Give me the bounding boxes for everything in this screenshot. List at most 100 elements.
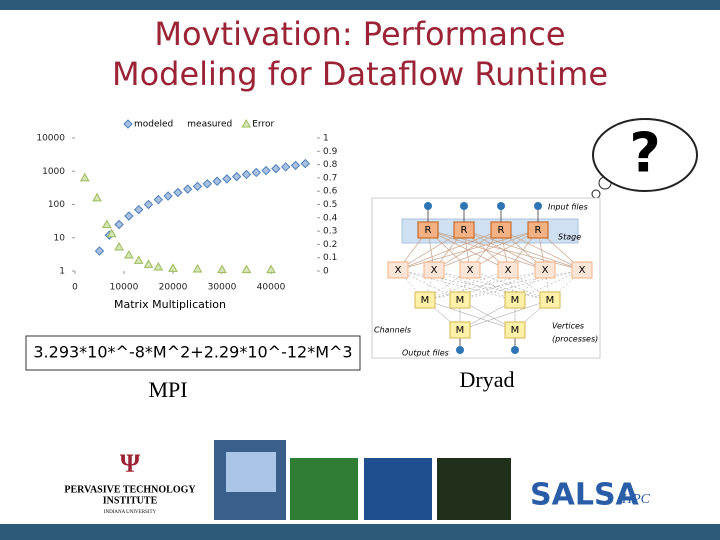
point — [182, 184, 193, 194]
vertex-label: R — [461, 225, 468, 236]
bubble — [591, 189, 601, 199]
x-tick-label: 20000 — [159, 283, 188, 293]
output-file — [511, 346, 519, 354]
point — [280, 162, 291, 172]
slide-title: Movtivation: Performance — [154, 15, 565, 53]
edge — [424, 299, 516, 331]
edge — [514, 269, 546, 301]
vertex-label: R — [425, 225, 432, 236]
point — [192, 181, 203, 192]
point — [173, 187, 183, 198]
legend-entry: Error — [252, 120, 274, 130]
point — [143, 259, 154, 268]
point — [231, 171, 242, 182]
legend-entry: modeled — [134, 120, 173, 130]
hpc-logo: HPC — [621, 492, 651, 507]
vertex — [414, 291, 436, 309]
vertex — [504, 321, 526, 339]
point — [251, 167, 262, 178]
vertex-label: R — [498, 225, 505, 236]
output-file — [456, 346, 464, 354]
point — [163, 191, 173, 201]
y2-tick-label: 0.3 — [323, 227, 337, 237]
vertex — [449, 321, 471, 339]
edge — [397, 229, 502, 271]
legend-marker — [123, 119, 133, 129]
point — [168, 263, 178, 272]
y2-tick-label: 0.6 — [323, 187, 338, 197]
salsa-logo: SALSA — [530, 478, 640, 513]
diagram-label: Output files — [402, 349, 449, 358]
point — [217, 264, 227, 274]
edge — [514, 269, 583, 301]
x-tick-label: 40000 — [257, 283, 286, 293]
photo — [437, 458, 511, 520]
point — [212, 176, 222, 186]
formula: 3.293*10*^-8*M^2+2.29*10^-12*M^3 — [33, 343, 352, 362]
point — [192, 263, 203, 273]
question-cloud: ? — [591, 118, 698, 199]
point — [133, 255, 144, 264]
point — [300, 158, 311, 169]
x-tick-label: 0 — [72, 283, 78, 293]
legend-marker — [241, 118, 252, 128]
point — [202, 179, 213, 189]
vertex — [534, 261, 556, 279]
formula-box — [25, 335, 361, 371]
edge — [424, 269, 509, 301]
y2-tick-label: 0.2 — [323, 240, 337, 250]
slide-title: Modeling for Dataflow Runtime — [112, 55, 608, 93]
point — [222, 174, 232, 184]
point — [261, 165, 271, 176]
point — [92, 192, 102, 202]
vertex — [453, 221, 475, 239]
y2-tick-label: 0.9 — [323, 147, 338, 157]
y-tick-label: 100 — [48, 200, 65, 210]
edge — [459, 299, 551, 331]
logo-text: PERVASIVE TECHNOLOGY — [64, 484, 196, 495]
bottom-bar — [0, 524, 720, 540]
vertex — [527, 221, 549, 239]
diagram-label: Vertices — [552, 322, 584, 331]
y2-tick-label: 0 — [323, 267, 329, 277]
y2-tick-label: 0.8 — [323, 160, 338, 170]
point — [153, 194, 164, 205]
vertex-label: X — [505, 265, 512, 276]
point — [241, 169, 252, 180]
photo — [290, 458, 358, 520]
vertex-label: M — [511, 325, 520, 336]
diagram-label: Stage — [558, 233, 581, 242]
y2-tick-label: 0.1 — [323, 253, 337, 263]
vertex — [571, 261, 593, 279]
question-mark: ? — [629, 122, 660, 185]
vertex — [504, 291, 526, 309]
photo — [226, 452, 276, 492]
point — [133, 204, 144, 215]
legend-entry: measured — [187, 120, 232, 130]
diagram-label: Channels — [374, 326, 411, 335]
vertex — [417, 221, 439, 239]
vertex-label: M — [546, 295, 555, 306]
point — [94, 246, 105, 256]
point — [143, 199, 154, 210]
edge — [433, 229, 539, 271]
caption: Dryad — [460, 367, 515, 392]
point — [114, 242, 124, 251]
photo — [364, 458, 432, 520]
vertex-label: X — [542, 265, 549, 276]
top-bar — [0, 0, 720, 10]
point — [79, 172, 90, 182]
point — [124, 250, 134, 259]
y-tick-label: 10 — [54, 233, 66, 243]
logo-text: INSTITUTE — [103, 495, 158, 506]
edge — [397, 269, 516, 301]
y-tick-label: 1000 — [42, 167, 65, 177]
vertex — [539, 291, 561, 309]
cloud — [592, 118, 698, 192]
vertex-label: X — [431, 265, 438, 276]
vertex-label: M — [511, 295, 520, 306]
point — [114, 219, 124, 230]
point — [241, 264, 252, 274]
input-file — [497, 202, 505, 210]
